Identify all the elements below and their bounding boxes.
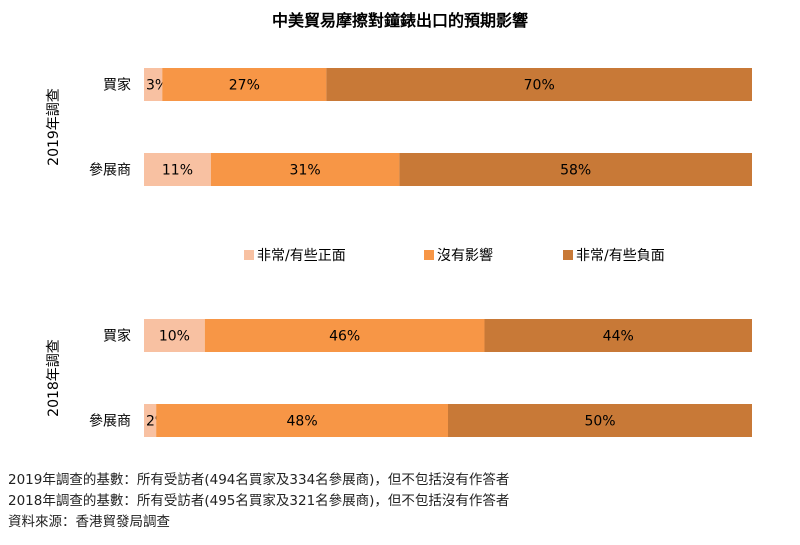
- category-label: 買家: [103, 77, 131, 94]
- category-label: 參展商: [89, 163, 131, 179]
- data-label: 48%: [287, 414, 318, 430]
- data-label: 50%: [584, 414, 615, 430]
- data-label: 70%: [524, 78, 555, 94]
- group-label: 2019年調查: [46, 88, 62, 166]
- legend-swatch: [424, 250, 434, 260]
- group-label: 2018年調查: [46, 339, 62, 417]
- bar-segment: [204, 319, 485, 352]
- data-label: 11%: [162, 163, 193, 179]
- bar-segment: [399, 153, 752, 186]
- bar-segment: [144, 319, 205, 352]
- chart-title: 中美貿易摩擦對鐘錶出口的預期影響: [272, 11, 528, 30]
- bar-segment: [144, 153, 211, 186]
- data-label: 27%: [229, 78, 260, 94]
- bar-segment: [448, 404, 752, 437]
- legend: 非常/有些正面 沒有影響 非常/有些負面: [244, 247, 665, 264]
- category-label: 參展商: [89, 414, 131, 430]
- legend-swatch: [563, 250, 573, 260]
- bar-segment: [326, 68, 752, 101]
- category-label: 買家: [103, 328, 131, 345]
- bar-segment: [210, 153, 400, 186]
- data-label: 44%: [603, 329, 634, 345]
- data-label: 46%: [329, 329, 360, 345]
- legend-label: 非常/有些負面: [576, 248, 665, 264]
- footnote-2019-base: 2019年調查的基數：所有受訪者(494名買家及334名參展商)，但不包括沒有作…: [8, 472, 510, 488]
- data-label: 58%: [560, 163, 591, 179]
- bar-segment: [144, 68, 163, 101]
- bar-segment: [162, 68, 327, 101]
- legend-label: 非常/有些正面: [257, 248, 346, 264]
- data-label: 10%: [159, 329, 190, 345]
- legend-swatch: [244, 250, 254, 260]
- footnotes: 2019年調查的基數：所有受訪者(494名買家及334名參展商)，但不包括沒有作…: [8, 470, 509, 533]
- footnote-source: 資料來源：香港貿發局調查: [8, 514, 170, 530]
- footnote-2018-base: 2018年調查的基數：所有受訪者(495名買家及321名參展商)，但不包括沒有作…: [8, 493, 510, 509]
- bar-segment: [156, 404, 448, 437]
- bar-segment: [484, 319, 752, 352]
- legend-label: 沒有影響: [437, 247, 493, 264]
- data-label: 31%: [290, 163, 321, 179]
- bar-segment: [144, 404, 157, 437]
